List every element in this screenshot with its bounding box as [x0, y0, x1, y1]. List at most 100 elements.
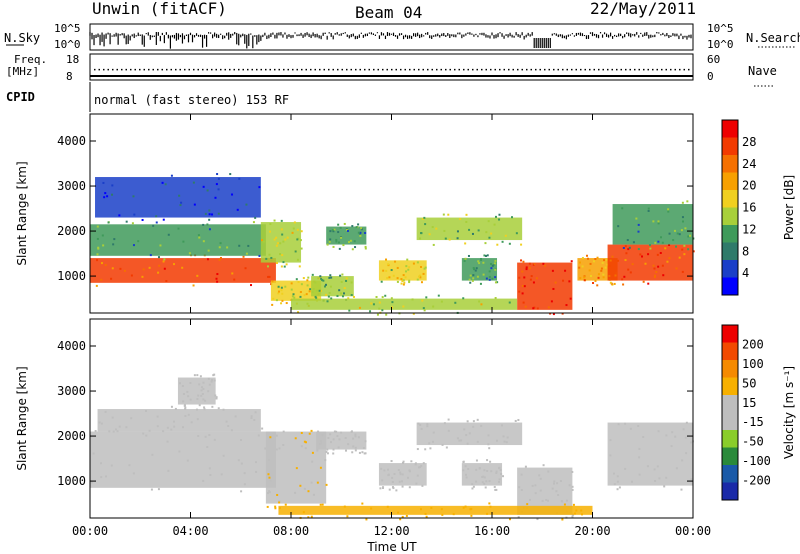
data-speckle [375, 295, 378, 298]
data-speckle [638, 473, 641, 476]
data-speckle [326, 300, 329, 303]
data-speckle [464, 505, 467, 508]
data-speckle [162, 218, 165, 221]
data-speckle [408, 470, 411, 473]
data-speckle [402, 283, 405, 286]
data-speckle [308, 432, 311, 435]
colorbar-segment [722, 465, 738, 483]
data-speckle [307, 516, 310, 519]
data-speckle [157, 271, 160, 274]
data-speckle [467, 467, 470, 470]
x-tick-label: 00:00 [675, 524, 711, 538]
data-speckle [521, 292, 524, 295]
data-speckle [342, 244, 345, 247]
data-speckle [329, 441, 332, 444]
data-speckle [421, 217, 424, 220]
data-band [607, 244, 693, 281]
data-speckle [508, 242, 511, 245]
data-speckle [394, 260, 397, 263]
data-speckle [329, 238, 332, 241]
data-speckle [337, 231, 340, 234]
data-speckle [113, 238, 116, 241]
data-speckle [217, 177, 220, 180]
data-speckle [653, 468, 656, 471]
data-speckle [448, 238, 451, 241]
colorbar-segment [722, 325, 738, 343]
data-speckle [96, 253, 99, 256]
data-speckle [637, 230, 640, 233]
x-tick-label: 04:00 [172, 524, 208, 538]
data-speckle [387, 474, 390, 477]
data-speckle [687, 235, 690, 238]
data-speckle [637, 223, 640, 226]
data-speckle [319, 443, 322, 446]
data-speckle [422, 462, 425, 465]
data-speckle [580, 509, 583, 512]
data-speckle [387, 263, 390, 266]
data-speckle [517, 418, 520, 421]
data-speckle [96, 225, 99, 228]
data-speckle [165, 280, 168, 283]
data-speckle [613, 483, 616, 486]
data-speckle [668, 257, 671, 260]
data-band [278, 505, 593, 515]
data-speckle [469, 508, 472, 511]
data-speckle [581, 513, 584, 516]
data-speckle [625, 252, 628, 255]
colorbar-tick-label: 200 [742, 337, 764, 351]
data-speckle [280, 228, 283, 231]
data-speckle [202, 387, 205, 390]
nsky-label: N.Sky [4, 31, 40, 45]
data-speckle [300, 431, 303, 434]
data-speckle [125, 426, 128, 429]
data-speckle [424, 266, 427, 269]
data-speckle [275, 299, 278, 302]
data-speckle [258, 186, 261, 189]
data-speckle [203, 408, 206, 411]
data-speckle [231, 193, 234, 196]
data-speckle [360, 227, 363, 230]
data-speckle [534, 492, 537, 495]
data-speckle [467, 254, 470, 257]
data-speckle [193, 374, 196, 377]
data-speckle [281, 299, 284, 302]
data-speckle [217, 188, 220, 191]
data-speckle [225, 420, 228, 423]
cpid-label: CPID [6, 90, 35, 104]
data-speckle [532, 307, 535, 310]
data-speckle [589, 262, 592, 265]
data-speckle [180, 201, 183, 204]
data-speckle [317, 430, 320, 433]
data-speckle [498, 213, 501, 216]
data-speckle [399, 471, 402, 474]
data-speckle [383, 469, 386, 472]
data-speckle [311, 273, 314, 276]
data-speckle [483, 469, 486, 472]
data-speckle [163, 267, 166, 270]
data-speckle [192, 181, 195, 184]
colorbar-segment [722, 342, 738, 361]
data-speckle [315, 289, 318, 292]
data-speckle [388, 276, 391, 279]
data-speckle [162, 430, 165, 433]
data-speckle [269, 479, 272, 482]
data-speckle [215, 397, 218, 400]
data-speckle [299, 484, 302, 487]
data-speckle [258, 254, 261, 257]
data-speckle [403, 281, 406, 284]
data-speckle [525, 268, 528, 271]
data-speckle [206, 223, 209, 226]
data-speckle [111, 267, 114, 270]
data-speckle [488, 275, 491, 278]
data-speckle [355, 226, 358, 229]
data-speckle [335, 430, 338, 433]
data-speckle [304, 447, 307, 450]
data-speckle [218, 258, 221, 261]
data-speckle [421, 484, 424, 487]
data-speckle [302, 277, 305, 280]
data-speckle [520, 259, 523, 262]
data-speckle [325, 293, 328, 296]
data-speckle [606, 263, 609, 266]
data-speckle [613, 282, 616, 285]
